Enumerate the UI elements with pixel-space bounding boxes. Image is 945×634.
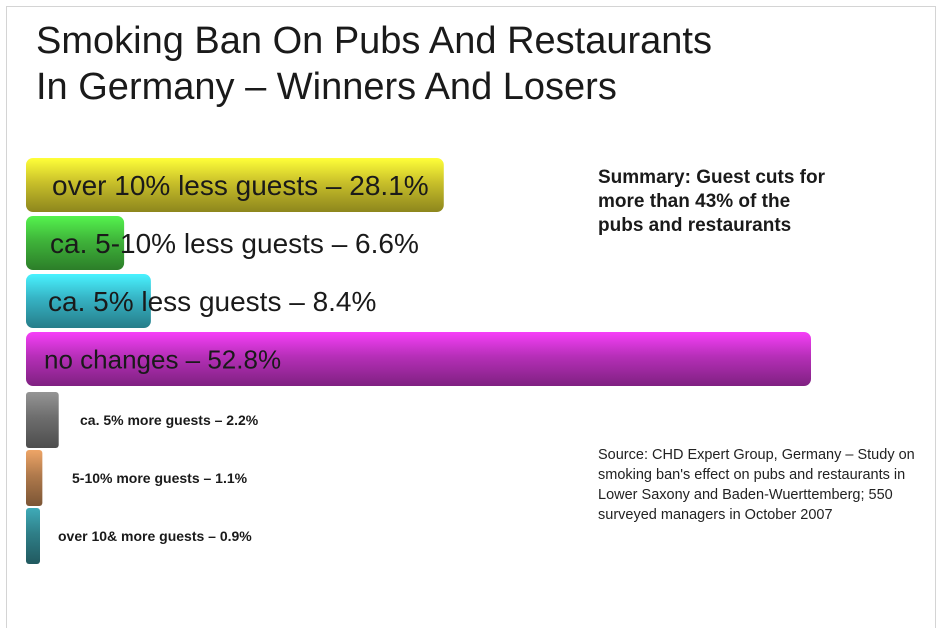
bar-label-1: over 10% less guests – 28.1% [52,170,429,201]
bar-5 [26,392,59,448]
bar-2 [26,216,125,270]
chart-title: Smoking Ban On Pubs And Restaurants In G… [36,18,896,110]
bar-label-6: 5-10% more guests – 1.1% [72,470,248,486]
bar-3 [26,274,151,328]
chart-title-line-2: In Germany – Winners And Losers [36,66,617,108]
chart-title-line-1: Smoking Ban On Pubs And Restaurants [36,20,712,62]
bar-7 [26,508,40,564]
bar-label-5: ca. 5% more guests – 2.2% [80,412,259,428]
bar-label-4: no changes – 52.8% [44,344,281,374]
bar-label-2: ca. 5-10% less guests – 6.6% [50,228,419,259]
bar-4 [26,332,811,386]
bar-6 [26,450,43,506]
slide-frame [6,6,936,628]
bar-label-3: ca. 5% less guests – 8.4% [48,286,376,317]
bar-1 [26,158,444,212]
summary-text: Summary: Guest cuts for more than 43% of… [598,167,825,236]
source-note: Source: CHD Expert Group, Germany – Stud… [598,447,915,523]
bar-label-7: over 10& more guests – 0.9% [58,528,252,544]
